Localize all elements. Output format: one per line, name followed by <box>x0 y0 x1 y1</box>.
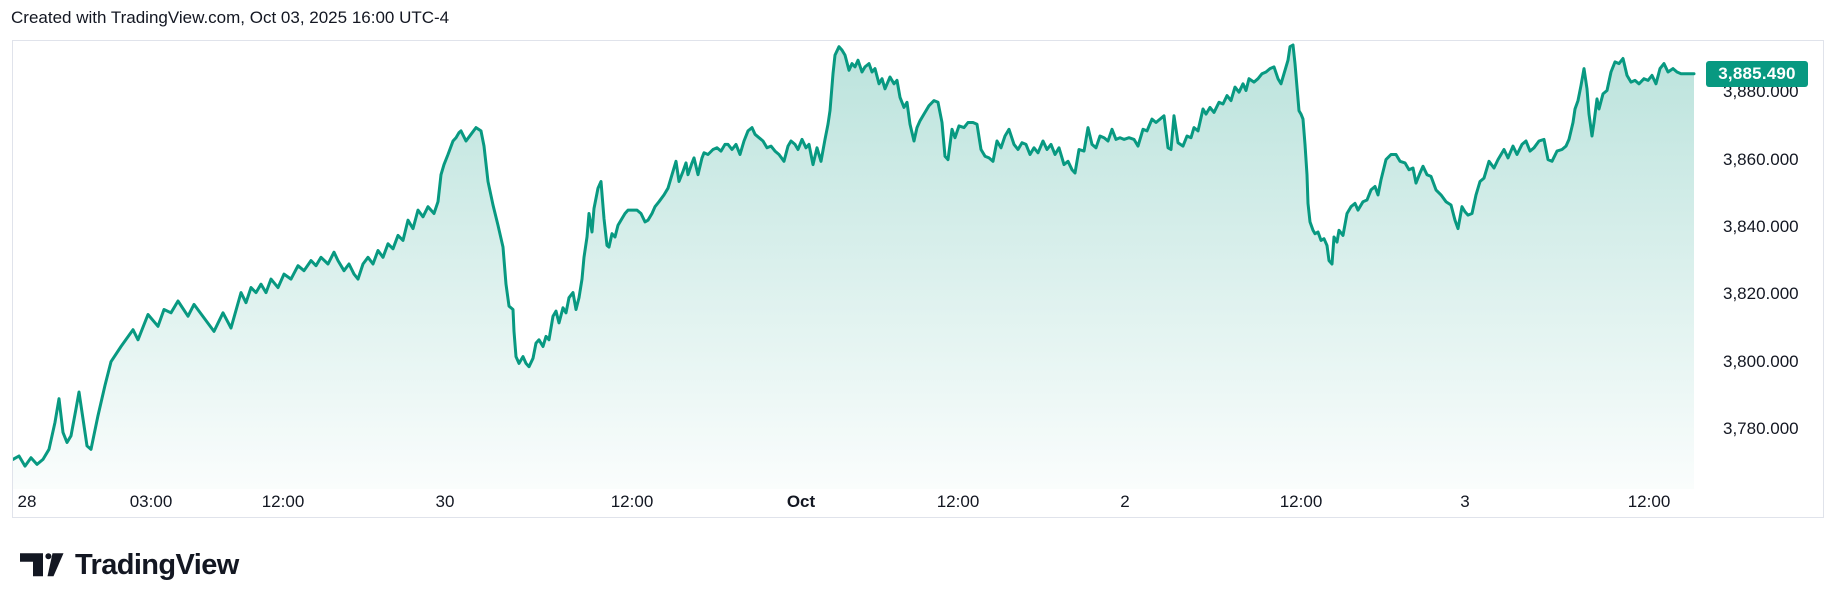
chart-widget: 3,880.000 3,860.000 3,840.000 3,820.000 3,80… <box>12 40 1824 518</box>
tradingview-logo-link[interactable]: TradingView <box>20 549 239 581</box>
tradingview-logo-text: TradingView <box>75 549 239 581</box>
time-axis-label: 12:00 <box>1627 492 1671 511</box>
time-axis-label: 30 <box>435 492 455 511</box>
time-axis-label: 12:00 <box>936 492 980 511</box>
time-axis-label: 2 <box>1120 492 1130 511</box>
last-price-badge: 3,885.490 <box>1706 60 1808 87</box>
price-area-fill <box>13 45 1694 489</box>
price-axis-label: 3,860.000 <box>1723 149 1799 169</box>
price-axis-label: 3,880.000 <box>1723 82 1799 102</box>
time-axis-label: 28 <box>17 492 37 511</box>
price-axis-label: 3,780.000 <box>1723 419 1799 438</box>
time-axis-label: 03:00 <box>129 492 173 511</box>
price-axis-label: 3,800.000 <box>1723 351 1799 371</box>
time-axis-label: Oct <box>786 492 816 511</box>
last-price-value: 3,885.490 <box>1718 63 1796 83</box>
time-axis-label: 12:00 <box>1279 492 1323 511</box>
price-chart-plot-area[interactable] <box>13 41 1823 517</box>
price-axis-label: 3,820.000 <box>1723 284 1799 304</box>
attribution-text: Created with TradingView.com, Oct 03, 20… <box>11 8 450 27</box>
time-axis-label: 12:00 <box>261 492 305 511</box>
time-axis-label: 3 <box>1460 492 1470 511</box>
price-line <box>13 43 1696 468</box>
tradingview-logo-icon <box>20 553 64 577</box>
time-axis-label: 12:00 <box>610 492 654 511</box>
price-axis-label: 3,840.000 <box>1723 216 1799 236</box>
